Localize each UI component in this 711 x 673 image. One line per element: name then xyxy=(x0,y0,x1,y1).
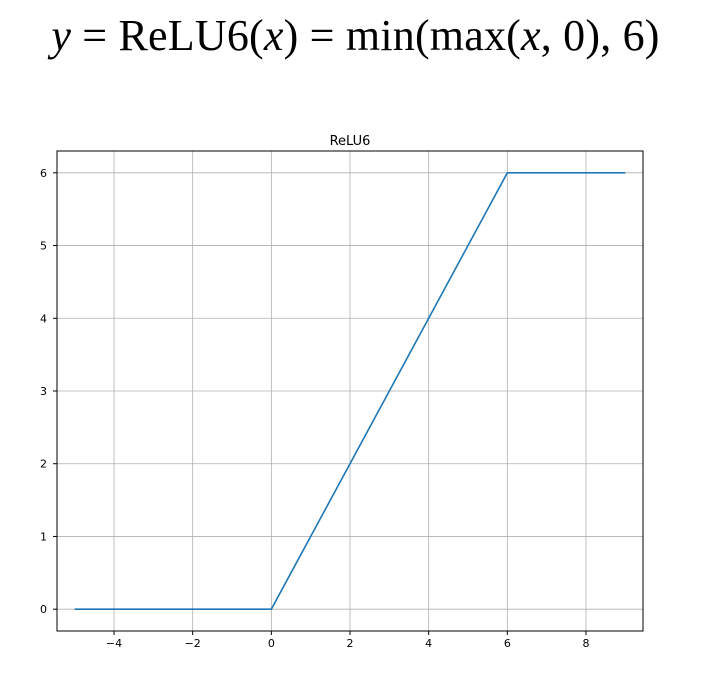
x-tick-label: −4 xyxy=(106,637,122,650)
formula-rhs-tail: , 0), 6) xyxy=(540,11,660,60)
x-tick-label: 2 xyxy=(347,637,354,650)
series-line xyxy=(74,172,626,610)
relu6-formula: y = ReLU6(x) = min(max(x, 0), 6) xyxy=(0,11,711,60)
formula-close-paren: ) xyxy=(283,11,299,60)
y-tick-label: 6 xyxy=(40,167,47,180)
formula-input-variable: x xyxy=(263,11,284,60)
grid-lines xyxy=(57,151,643,631)
series-layer xyxy=(74,172,626,610)
x-tick-label: 0 xyxy=(268,637,275,650)
x-tick-label: 4 xyxy=(425,637,432,650)
formula-equals-1: = xyxy=(71,11,119,60)
x-tick-label: 8 xyxy=(582,637,589,650)
y-tick-label: 3 xyxy=(40,385,47,398)
y-tick-label: 5 xyxy=(40,240,47,253)
y-tick-label: 2 xyxy=(40,458,47,471)
x-tick-label: −2 xyxy=(185,637,201,650)
formula-min-max-expression: min(max( xyxy=(345,11,522,60)
formula-output-variable: y xyxy=(51,11,72,60)
formula-rhs-variable: x xyxy=(521,11,541,60)
y-tick-label: 0 xyxy=(40,603,47,616)
formula-equals-2: = xyxy=(298,11,346,60)
formula-function-name: ReLU6( xyxy=(118,11,264,60)
chart-title: ReLU6 xyxy=(330,134,371,149)
x-tick-label: 6 xyxy=(504,637,511,650)
y-tick-label: 1 xyxy=(40,530,47,543)
y-tick-label: 4 xyxy=(40,312,47,325)
axis-ticks: −4 −2 0 2 4 6 8 0 1 2 3 4 5 6 xyxy=(40,167,589,650)
